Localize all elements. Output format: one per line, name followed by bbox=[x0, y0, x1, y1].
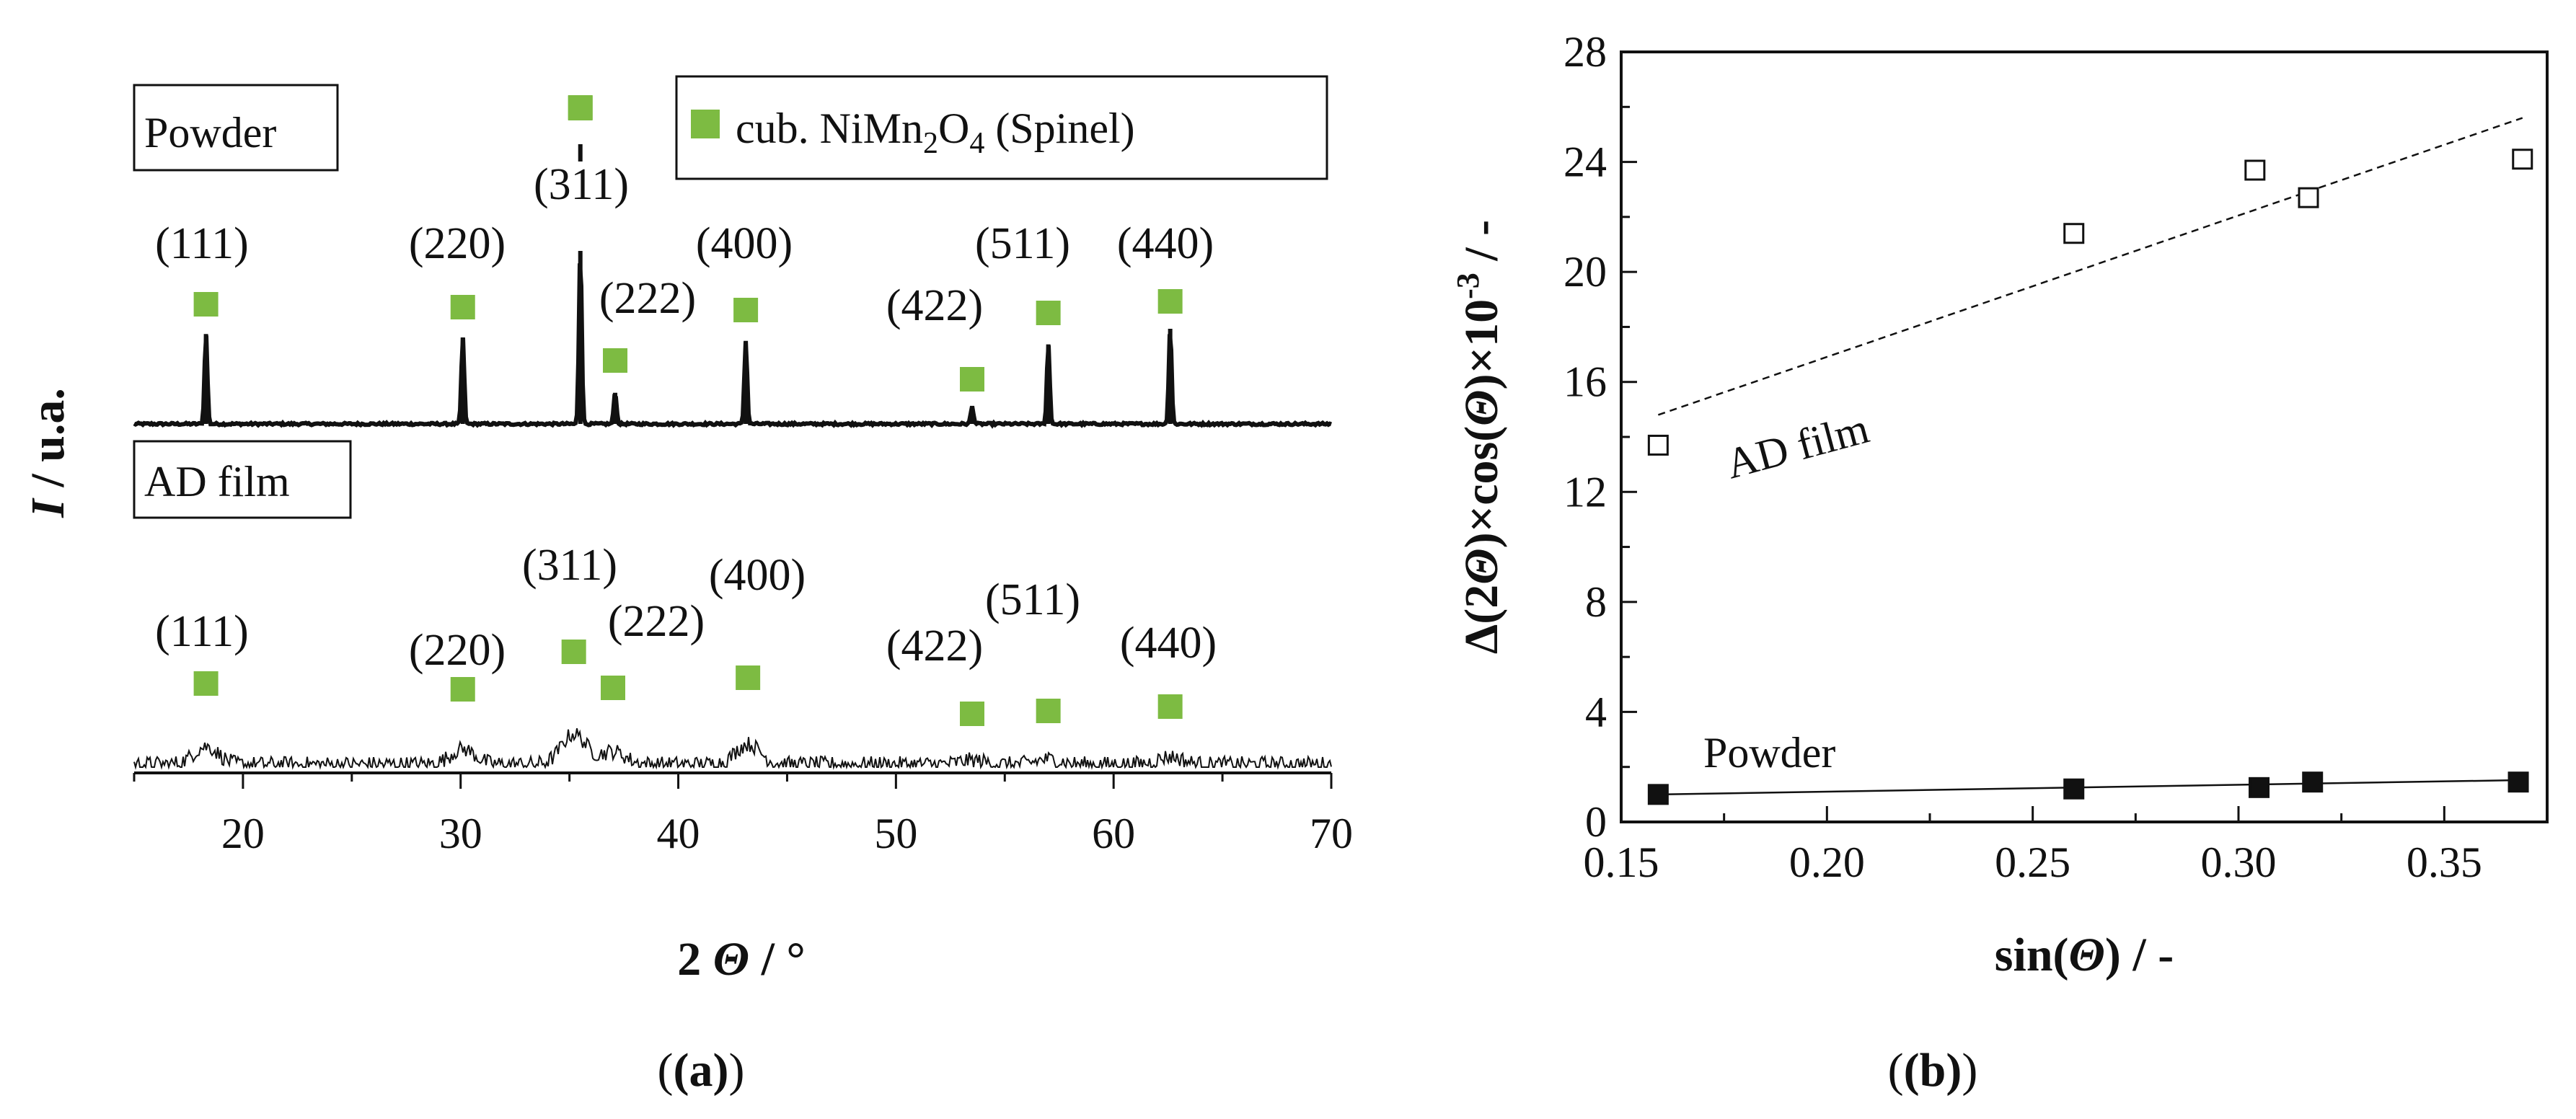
wh-axes-ticks: 0 4 8 12 16 20 24 28 0.15 0.20 0.25 0.30 0.35 bbox=[1563, 28, 2549, 886]
xrd-x-tick-label: 20 bbox=[221, 810, 265, 857]
xrd-x-tick-label: 30 bbox=[439, 810, 482, 857]
powder-data-point bbox=[2249, 777, 2270, 798]
xrd-y-axis-title: I / u.a. bbox=[22, 388, 74, 518]
wh-y-tick-label: 20 bbox=[1563, 248, 1607, 296]
powder-data-point bbox=[1647, 784, 1669, 805]
wh-y-tick-label: 12 bbox=[1563, 468, 1607, 516]
adfilm-hkl-label-111: (111) bbox=[155, 607, 249, 656]
adfilm-hkl-label-422: (422) bbox=[886, 622, 983, 671]
powder-spinel-marker-220 bbox=[450, 295, 475, 319]
powder-sample-label: Powder bbox=[144, 109, 276, 156]
adfilm-sample-label: AD film bbox=[144, 458, 290, 505]
xrd-x-tick-label: 50 bbox=[874, 810, 917, 857]
adfilm-spinel-marker-311 bbox=[561, 640, 586, 664]
powder-hkl-label-400: (400) bbox=[696, 219, 793, 268]
powder-spinel-marker-400 bbox=[733, 298, 759, 322]
powder-xrd-pattern bbox=[133, 263, 1332, 429]
adfilm-hkl-label-220: (220) bbox=[409, 626, 506, 675]
adfilm-hkl-label-222: (222) bbox=[608, 597, 705, 646]
wh-y-tick-label: 8 bbox=[1585, 578, 1607, 626]
powder-label-box bbox=[133, 84, 339, 172]
powder-data-point bbox=[2063, 778, 2085, 800]
adfilm-spinel-marker-440 bbox=[1157, 694, 1183, 719]
powder-hkl-label-220: (220) bbox=[409, 219, 506, 268]
wh-y-tick-label: 4 bbox=[1585, 688, 1607, 735]
wh-x-axis-title: sin(Θ) / - bbox=[1995, 929, 2174, 981]
wh-y-tick-label: 16 bbox=[1563, 358, 1607, 406]
adfilm-spinel-marker-220 bbox=[450, 677, 475, 702]
wh-x-tick-label: 0.20 bbox=[1789, 839, 1865, 886]
powder-hkl-label-440: (440) bbox=[1117, 219, 1214, 268]
wh-x-tick-label: 0.30 bbox=[2201, 839, 2277, 886]
powder-spinel-marker-222 bbox=[603, 348, 628, 373]
adfilm-data-point bbox=[2244, 159, 2266, 181]
adfilm-label-box bbox=[133, 440, 352, 519]
caption-a: ((a)) bbox=[658, 1044, 745, 1097]
wh-y-tick-label: 24 bbox=[1563, 138, 1607, 186]
wh-data-points bbox=[1647, 149, 2533, 805]
wh-y-axis-title: Δ(2Θ)×cos(Θ)×10-3 / - bbox=[1450, 220, 1508, 654]
adfilm-data-point bbox=[2512, 149, 2533, 170]
powder-spinel-marker-422 bbox=[960, 367, 984, 392]
adfilm-hkl-label-311: (311) bbox=[522, 541, 617, 590]
powder-spinel-marker-440 bbox=[1157, 289, 1183, 314]
powder-spinel-marker-511 bbox=[1036, 301, 1061, 325]
wh-fit-lines bbox=[1657, 117, 2523, 796]
adfilm-spinel-marker-400 bbox=[736, 665, 761, 690]
adfilm-data-point bbox=[2063, 223, 2085, 244]
wh-x-tick-label: 0.35 bbox=[2407, 839, 2482, 886]
powder-data-point bbox=[2302, 771, 2324, 793]
adfilm-hkl-label-440: (440) bbox=[1120, 619, 1217, 668]
xrd-peak-labels-group: (111) (220)(311)(222)(400)(422)(511) (440)… bbox=[155, 95, 1217, 726]
adfilm-spinel-marker-511 bbox=[1036, 699, 1061, 723]
powder-311-dash bbox=[578, 144, 583, 162]
adfilm-spinel-marker-422 bbox=[960, 702, 984, 726]
xrd-legend-box bbox=[675, 75, 1328, 180]
panel-b-williamson-hall-chart: 0 4 8 12 16 20 24 28 0.15 0.20 0.25 0.30 0.35 AD fil… bbox=[1450, 28, 2549, 1097]
xrd-x-tick-label: 70 bbox=[1310, 810, 1353, 857]
wh-x-tick-label: 0.15 bbox=[1584, 839, 1659, 886]
powder-spinel-marker-311-top bbox=[568, 95, 593, 120]
wh-x-tick-label: 0.25 bbox=[1995, 839, 2070, 886]
wh-y-tick-label: 28 bbox=[1563, 28, 1607, 76]
wh-adfilm-series-label: AD film bbox=[1721, 404, 1874, 488]
legend-label: cub. NiMn2O4 (Spinel) bbox=[736, 105, 1135, 160]
powder-hkl-label-311: (311) bbox=[534, 160, 629, 209]
panel-a-xrd-chart: (111) (220)(311)(222)(400)(422)(511) (440)… bbox=[22, 75, 1353, 1097]
adfilm-fit-line bbox=[1657, 117, 2523, 416]
adfilm-data-point bbox=[1647, 434, 1669, 456]
powder-data-point bbox=[2507, 771, 2529, 793]
adfilm-spinel-marker-222 bbox=[601, 676, 625, 700]
adfilm-xrd-pattern bbox=[133, 727, 1332, 770]
caption-b: ((b)) bbox=[1888, 1044, 1978, 1097]
legend-marker-green-square bbox=[691, 110, 720, 138]
powder-hkl-label-111: (111) bbox=[155, 219, 249, 268]
xrd-x-axis: 20 30 40 50 60 70 bbox=[133, 771, 1353, 857]
powder-hkl-label-511: (511) bbox=[975, 219, 1070, 268]
powder-spinel-marker-111 bbox=[193, 292, 219, 317]
powder-hkl-label-422: (422) bbox=[886, 281, 983, 330]
xrd-x-axis-title: 2 Θ / ° bbox=[677, 933, 806, 986]
xrd-x-tick-label: 40 bbox=[657, 810, 700, 857]
powder-fit-line bbox=[1658, 779, 2519, 796]
adfilm-data-point bbox=[2298, 187, 2319, 208]
xrd-x-tick-label: 60 bbox=[1092, 810, 1135, 857]
adfilm-hkl-label-400: (400) bbox=[709, 551, 806, 600]
wh-powder-series-label: Powder bbox=[1703, 729, 1835, 777]
adfilm-spinel-marker-111 bbox=[193, 671, 219, 696]
powder-hkl-label-222: (222) bbox=[599, 274, 696, 323]
wh-y-tick-label: 0 bbox=[1585, 798, 1607, 846]
xrd-peaks-group bbox=[133, 251, 1332, 770]
adfilm-hkl-label-511: (511) bbox=[985, 575, 1080, 624]
